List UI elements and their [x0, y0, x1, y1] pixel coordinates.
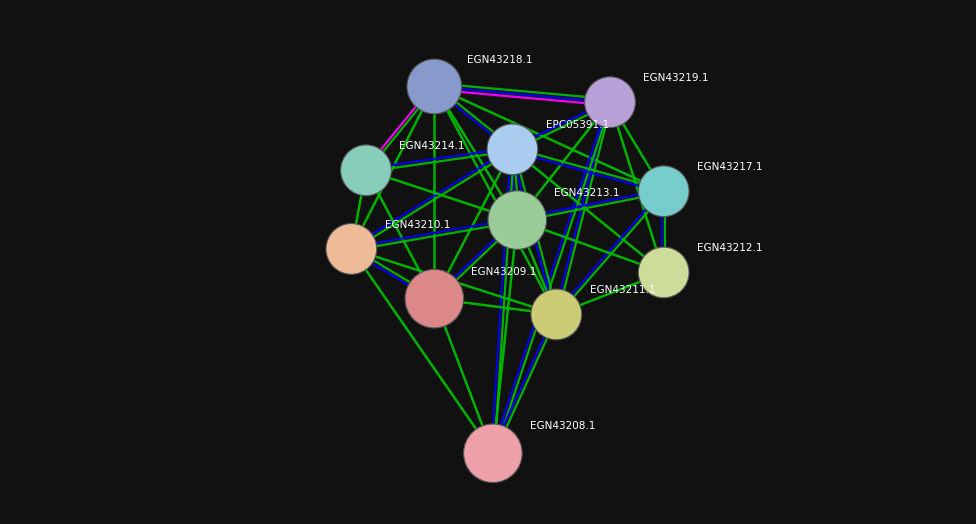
Text: EGN43209.1: EGN43209.1 — [471, 267, 537, 277]
Text: EGN43211.1: EGN43211.1 — [590, 285, 655, 295]
Ellipse shape — [585, 77, 635, 127]
Ellipse shape — [464, 424, 522, 483]
Text: EGN43210.1: EGN43210.1 — [385, 220, 450, 230]
Text: EGN43214.1: EGN43214.1 — [399, 141, 465, 151]
Ellipse shape — [405, 269, 464, 328]
Ellipse shape — [326, 224, 377, 274]
Text: EGN43212.1: EGN43212.1 — [697, 243, 762, 253]
Ellipse shape — [638, 247, 689, 298]
Text: EGN43218.1: EGN43218.1 — [467, 55, 532, 65]
Ellipse shape — [487, 124, 538, 174]
Text: EGN43208.1: EGN43208.1 — [530, 421, 595, 431]
Ellipse shape — [488, 191, 547, 249]
Text: EGN43217.1: EGN43217.1 — [697, 162, 762, 172]
Text: EGN43213.1: EGN43213.1 — [554, 188, 620, 198]
Ellipse shape — [638, 166, 689, 216]
Text: EPC05391.1: EPC05391.1 — [546, 120, 609, 130]
Text: EGN43219.1: EGN43219.1 — [643, 73, 709, 83]
Ellipse shape — [531, 289, 582, 340]
Ellipse shape — [407, 59, 462, 114]
Ellipse shape — [341, 145, 391, 195]
